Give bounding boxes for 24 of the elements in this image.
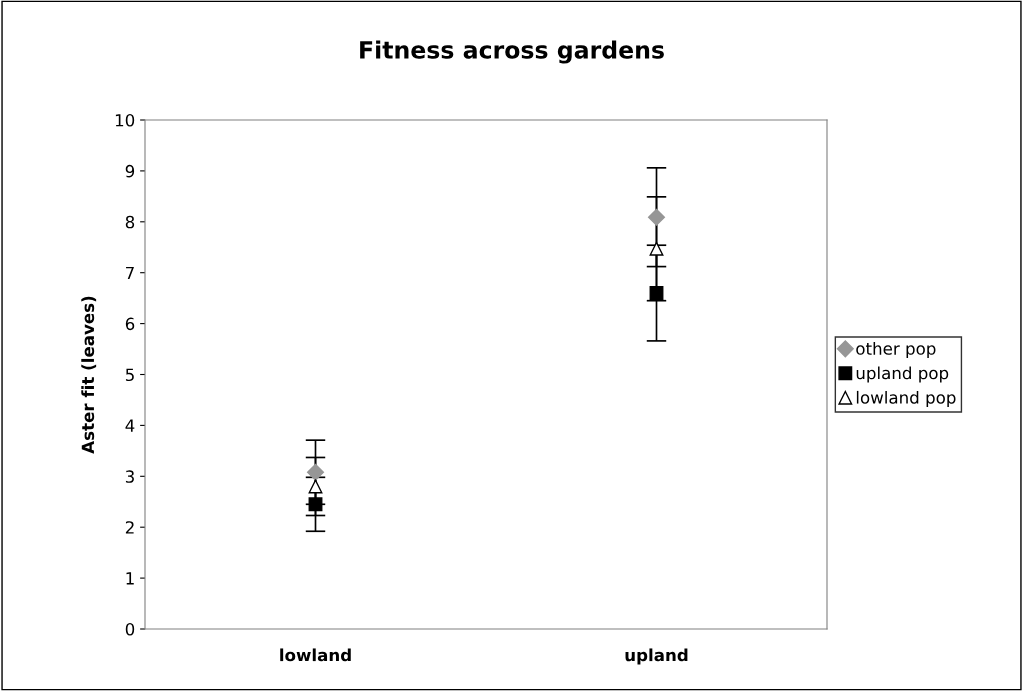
y-tick-label: 10	[115, 113, 135, 127]
point	[308, 497, 323, 512]
y-tick-label: 7	[126, 266, 134, 280]
y-tick-label: 2	[125, 521, 134, 534]
point	[649, 241, 664, 256]
y-tick-label: 5	[125, 368, 134, 382]
legend-label: upland pop	[856, 366, 949, 383]
legend-label: other pop	[856, 341, 936, 359]
y-tick-label: 0	[125, 622, 135, 636]
point	[647, 208, 666, 226]
y-tick-label: 4	[125, 419, 135, 432]
y-tick-label: 6	[125, 317, 135, 331]
y-tick-label: 8	[125, 215, 135, 229]
chart-title: Fitness across gardens	[360, 40, 664, 64]
y-tick-label: 1	[126, 572, 134, 585]
y-tick-label: 9	[125, 164, 135, 178]
y-axis-title: Aster fit (leaves)	[81, 296, 97, 454]
point	[649, 286, 664, 301]
point	[306, 463, 325, 481]
x-tick-label: lowland	[280, 648, 351, 662]
point	[308, 479, 323, 494]
legend-label: lowland pop	[856, 390, 956, 408]
y-tick-label: 3	[125, 470, 134, 483]
x-tick-label: upland	[625, 648, 688, 665]
